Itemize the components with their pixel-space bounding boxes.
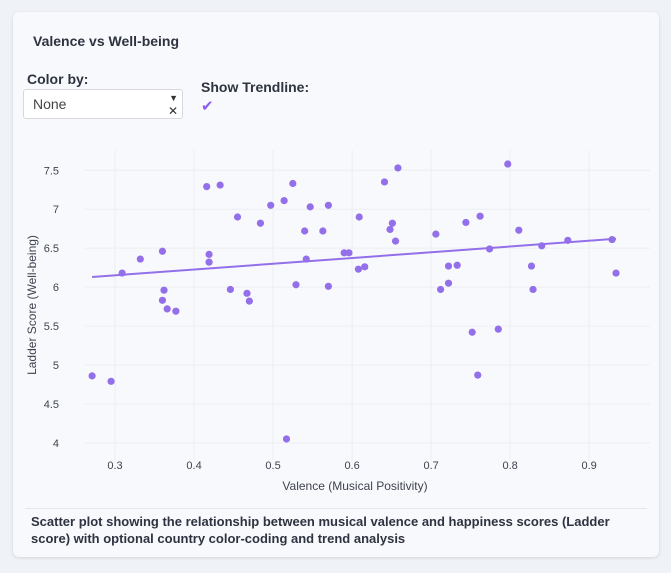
data-point — [107, 377, 115, 385]
trendline — [92, 237, 617, 278]
data-point — [256, 219, 265, 227]
data-point — [476, 212, 484, 220]
data-point — [494, 325, 502, 333]
data-point — [462, 218, 470, 227]
chart-caption: Scatter plot showing the relationship be… — [31, 514, 610, 546]
data-point — [394, 164, 402, 172]
data-point — [160, 286, 168, 294]
data-point — [529, 285, 537, 294]
card-title: Valence vs Well-being — [33, 33, 180, 49]
data-point — [245, 297, 253, 305]
data-point — [354, 265, 363, 273]
caret-down-icon[interactable]: ▼ — [169, 93, 178, 103]
data-point — [243, 289, 251, 297]
data-point — [361, 263, 369, 271]
data-point — [158, 247, 167, 255]
data-point — [538, 242, 546, 250]
x-tick-label: 0.7 — [423, 460, 438, 472]
color-by-value: None — [33, 96, 67, 112]
data-point — [163, 305, 171, 313]
y-tick-label: 7 — [53, 204, 59, 216]
data-point — [504, 160, 512, 168]
data-point — [391, 237, 400, 245]
data-point — [436, 285, 445, 294]
data-point — [444, 279, 453, 287]
y-axis-label: Ladder Score (Well-being) — [25, 235, 39, 375]
data-point — [136, 255, 144, 263]
trendline-label: Show Trendline: — [201, 79, 310, 95]
data-point — [302, 255, 310, 263]
data-point — [444, 262, 453, 270]
data-point — [267, 201, 275, 209]
data-point — [474, 371, 482, 379]
data-point — [432, 230, 440, 238]
color-by-select[interactable]: None ▼ ✕ — [23, 89, 183, 119]
data-point — [485, 245, 494, 253]
data-point — [453, 261, 461, 269]
data-point — [355, 213, 363, 221]
data-point — [345, 249, 353, 257]
divider — [25, 508, 647, 509]
x-tick-label: 0.6 — [344, 460, 359, 472]
data-point — [158, 296, 167, 304]
data-point — [324, 201, 332, 209]
data-point — [172, 307, 180, 315]
data-point — [226, 285, 234, 294]
checkmark-icon: ✔ — [201, 98, 214, 115]
y-tick-label: 5 — [53, 360, 59, 372]
data-point — [380, 178, 389, 186]
x-axis-label: Valence (Musical Positivity) — [282, 479, 427, 493]
data-point — [233, 213, 242, 221]
x-tick-label: 0.4 — [186, 460, 201, 472]
y-tick-label: 6.5 — [44, 243, 59, 255]
data-point — [292, 281, 300, 289]
data-point — [319, 227, 327, 235]
data-point — [205, 258, 213, 266]
x-tick-label: 0.3 — [107, 460, 122, 472]
data-point — [612, 269, 620, 277]
data-point — [301, 227, 309, 235]
y-tick-label: 6 — [53, 282, 59, 294]
data-point — [527, 262, 536, 270]
y-tick-label: 5.5 — [44, 321, 59, 333]
data-point — [564, 236, 572, 244]
data-point — [88, 372, 96, 380]
color-by-label: Color by: — [27, 71, 89, 87]
x-tick-label: 0.9 — [582, 460, 597, 472]
data-point — [608, 235, 616, 244]
data-point — [205, 250, 213, 258]
data-point — [388, 219, 396, 227]
y-tick-label: 4 — [53, 438, 59, 450]
x-tick-label: 0.8 — [502, 460, 517, 472]
y-tick-label: 4.5 — [44, 399, 59, 411]
trendline-checkbox[interactable]: ✔ — [201, 97, 214, 115]
data-point — [280, 197, 288, 205]
clear-x-icon[interactable]: ✕ — [167, 104, 178, 118]
y-tick-label: 7.5 — [44, 165, 59, 177]
data-point — [324, 282, 332, 290]
data-point — [468, 328, 476, 336]
data-point — [515, 226, 523, 234]
data-point — [203, 183, 211, 191]
data-point — [118, 269, 126, 277]
data-point — [289, 179, 297, 188]
x-tick-label: 0.5 — [265, 460, 280, 472]
data-point — [386, 225, 394, 234]
data-point — [282, 435, 291, 443]
data-point — [306, 203, 314, 211]
data-point — [216, 181, 224, 189]
